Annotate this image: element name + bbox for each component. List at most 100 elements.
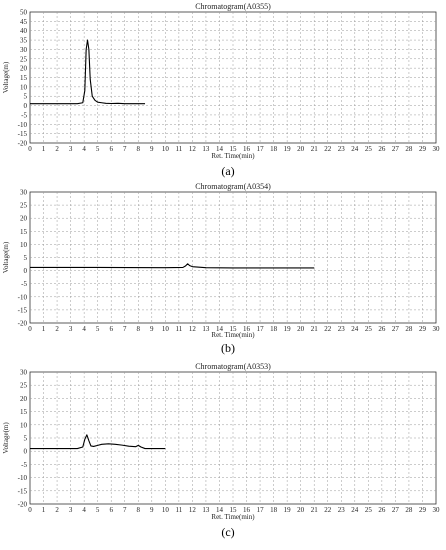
chart-1-y-tick-label: -10	[18, 293, 28, 301]
chart-1-x-tick-label: 11	[175, 325, 182, 333]
chart-2-y-axis-label: Voltage(m)	[2, 422, 10, 454]
chart-1-x-tick-label: 9	[150, 325, 154, 333]
chart-1-x-tick-label: 29	[419, 325, 427, 333]
chart-2-panel: 0 1 2 3 4 5 6 7 8 9 10 11 12 13 14 15 16 17 18 19 20 21 22 23 24…	[2, 362, 440, 539]
chart-2-x-tick-label: 28	[405, 506, 413, 514]
chart-2-x-tick-label: 29	[419, 506, 427, 514]
chart-0-y-tick-label: 10	[20, 83, 28, 91]
chart-0-x-tick-label: 9	[150, 145, 154, 153]
chart-1-x-tick-label: 21	[311, 325, 319, 333]
chart-1-x-tick-label: 20	[297, 325, 305, 333]
chart-1-x-axis-label: Ret. Time(min)	[211, 331, 255, 339]
chart-0-y-tick-label: -20	[18, 140, 28, 148]
chart-2-x-tick-label: 17	[257, 506, 265, 514]
chart-0-x-tick-label: 16	[243, 145, 251, 153]
chart-0-y-tick-label: 30	[20, 46, 28, 54]
chart-2-x-tick-label: 12	[189, 506, 197, 514]
chart-2-y-tick-label: -20	[18, 501, 28, 509]
chart-1-x-tick-label: 18	[270, 325, 278, 333]
chart-2-x-tick-label: 30	[433, 506, 441, 514]
chart-0-y-tick-label: 15	[20, 74, 28, 82]
chart-1-y-tick-label: 20	[20, 215, 28, 223]
chart-0-y-tick-label: -15	[18, 130, 28, 138]
chart-2-caption: (c)	[221, 525, 234, 539]
chart-1-x-tick-label: 19	[284, 325, 292, 333]
chart-2-x-tick-label: 25	[365, 506, 373, 514]
chart-2-x-tick-label: 7	[123, 506, 127, 514]
chart-2-x-tick-label: 14	[216, 506, 224, 514]
chart-2-y-tick-label: 20	[20, 395, 28, 403]
chart-1-x-tick-label: 23	[338, 325, 346, 333]
chart-1-x-tick-label: 25	[365, 325, 373, 333]
chart-2-y-tick-label: 5	[24, 435, 28, 443]
chart-1-x-tick-label: 27	[392, 325, 400, 333]
chart-2-x-tick-label: 9	[150, 506, 154, 514]
chart-1-x-tick-label: 2	[55, 325, 59, 333]
chart-2-y-tick-label: -10	[18, 474, 28, 482]
chart-2-x-tick-label: 8	[137, 506, 141, 514]
chart-2-y-tick-label: -5	[21, 461, 27, 469]
chart-0-x-tick-label: 28	[405, 145, 413, 153]
chart-0-x-tick-label: 13	[202, 145, 210, 153]
chart-1-y-axis-label: Voltage(m)	[2, 241, 10, 273]
chart-1-x-tick-label: 16	[243, 325, 251, 333]
chart-0-x-tick-label: 17	[257, 145, 265, 153]
chart-2-x-tick-label: 6	[109, 506, 113, 514]
chart-0-x-tick-label: 15	[230, 145, 238, 153]
chart-0-series-line-0	[30, 39, 146, 105]
chart-1-x-tick-label: 7	[123, 325, 127, 333]
chart-2-x-tick-label: 24	[351, 506, 359, 514]
chart-2-y-tick-label: 10	[20, 421, 28, 429]
chart-2-y-tick-label: 0	[24, 448, 28, 456]
chart-0-x-tick-label: 20	[297, 145, 305, 153]
chart-1-y-tick-label: -15	[18, 306, 28, 314]
chart-1-x-tick-label: 24	[351, 325, 359, 333]
chart-1-panel: 0 1 2 3 4 5 6 7 8 9 10 11 12 13 14 15 16 17 18 19 20 21 22 23 24…	[2, 182, 440, 355]
chart-2-series-line-0	[30, 434, 166, 450]
chart-1-x-tick-label: 10	[162, 325, 170, 333]
chart-0-x-tick-label: 5	[96, 145, 100, 153]
chart-1-x-tick-label: 4	[82, 325, 86, 333]
chart-1-caption: (b)	[221, 341, 235, 355]
chart-2-x-tick-label: 16	[243, 506, 251, 514]
chart-0-x-tick-label: 23	[338, 145, 346, 153]
chart-0-x-tick-label: 3	[69, 145, 73, 153]
chart-1-x-tick-label: 28	[405, 325, 413, 333]
chart-2-x-tick-label: 15	[230, 506, 238, 514]
chart-1-x-tick-label: 17	[257, 325, 265, 333]
chart-2-x-tick-label: 18	[270, 506, 278, 514]
chart-0-x-tick-label: 2	[55, 145, 59, 153]
chart-2-x-tick-label: 3	[69, 506, 73, 514]
chart-0-x-axis-label: Ret. Time(min)	[211, 152, 255, 160]
chart-1-x-tick-label: 22	[324, 325, 332, 333]
chart-0-y-tick-label: 20	[20, 65, 28, 73]
chart-1-y-tick-label: 30	[20, 189, 28, 197]
chart-1-x-tick-label: 5	[96, 325, 100, 333]
chart-2-y-tick-label: 15	[20, 408, 28, 416]
chart-2-x-tick-label: 2	[55, 506, 59, 514]
chart-1-x-tick-label: 0	[28, 325, 32, 333]
chart-2-title: Chromatogram(A0353)	[195, 362, 271, 371]
chart-2-x-tick-label: 13	[202, 506, 210, 514]
chart-1-y-tick-label: -5	[21, 280, 27, 288]
chart-1-x-tick-label: 8	[137, 325, 141, 333]
chart-1-x-tick-label: 1	[42, 325, 46, 333]
chart-0-y-tick-label: 5	[24, 93, 28, 101]
chart-2-x-tick-label: 11	[175, 506, 182, 514]
chart-0-caption: (a)	[221, 164, 234, 178]
chart-2-x-tick-label: 10	[162, 506, 170, 514]
chart-2-x-tick-label: 26	[378, 506, 386, 514]
chart-0-x-tick-label: 22	[324, 145, 332, 153]
chart-2-x-tick-label: 5	[96, 506, 100, 514]
chart-1-x-tick-label: 30	[433, 325, 441, 333]
chart-2-x-tick-label: 27	[392, 506, 400, 514]
chart-1-title: Chromatogram(A0354)	[195, 182, 271, 191]
chart-0-x-tick-label: 7	[123, 145, 127, 153]
chart-2-y-tick-label: -15	[18, 487, 28, 495]
chart-0-x-tick-label: 19	[284, 145, 292, 153]
chart-1-x-tick-label: 26	[378, 325, 386, 333]
chart-0-x-tick-label: 14	[216, 145, 224, 153]
chart-0-title: Chromatogram(A0355)	[195, 2, 271, 11]
chart-2-x-tick-label: 21	[311, 506, 319, 514]
